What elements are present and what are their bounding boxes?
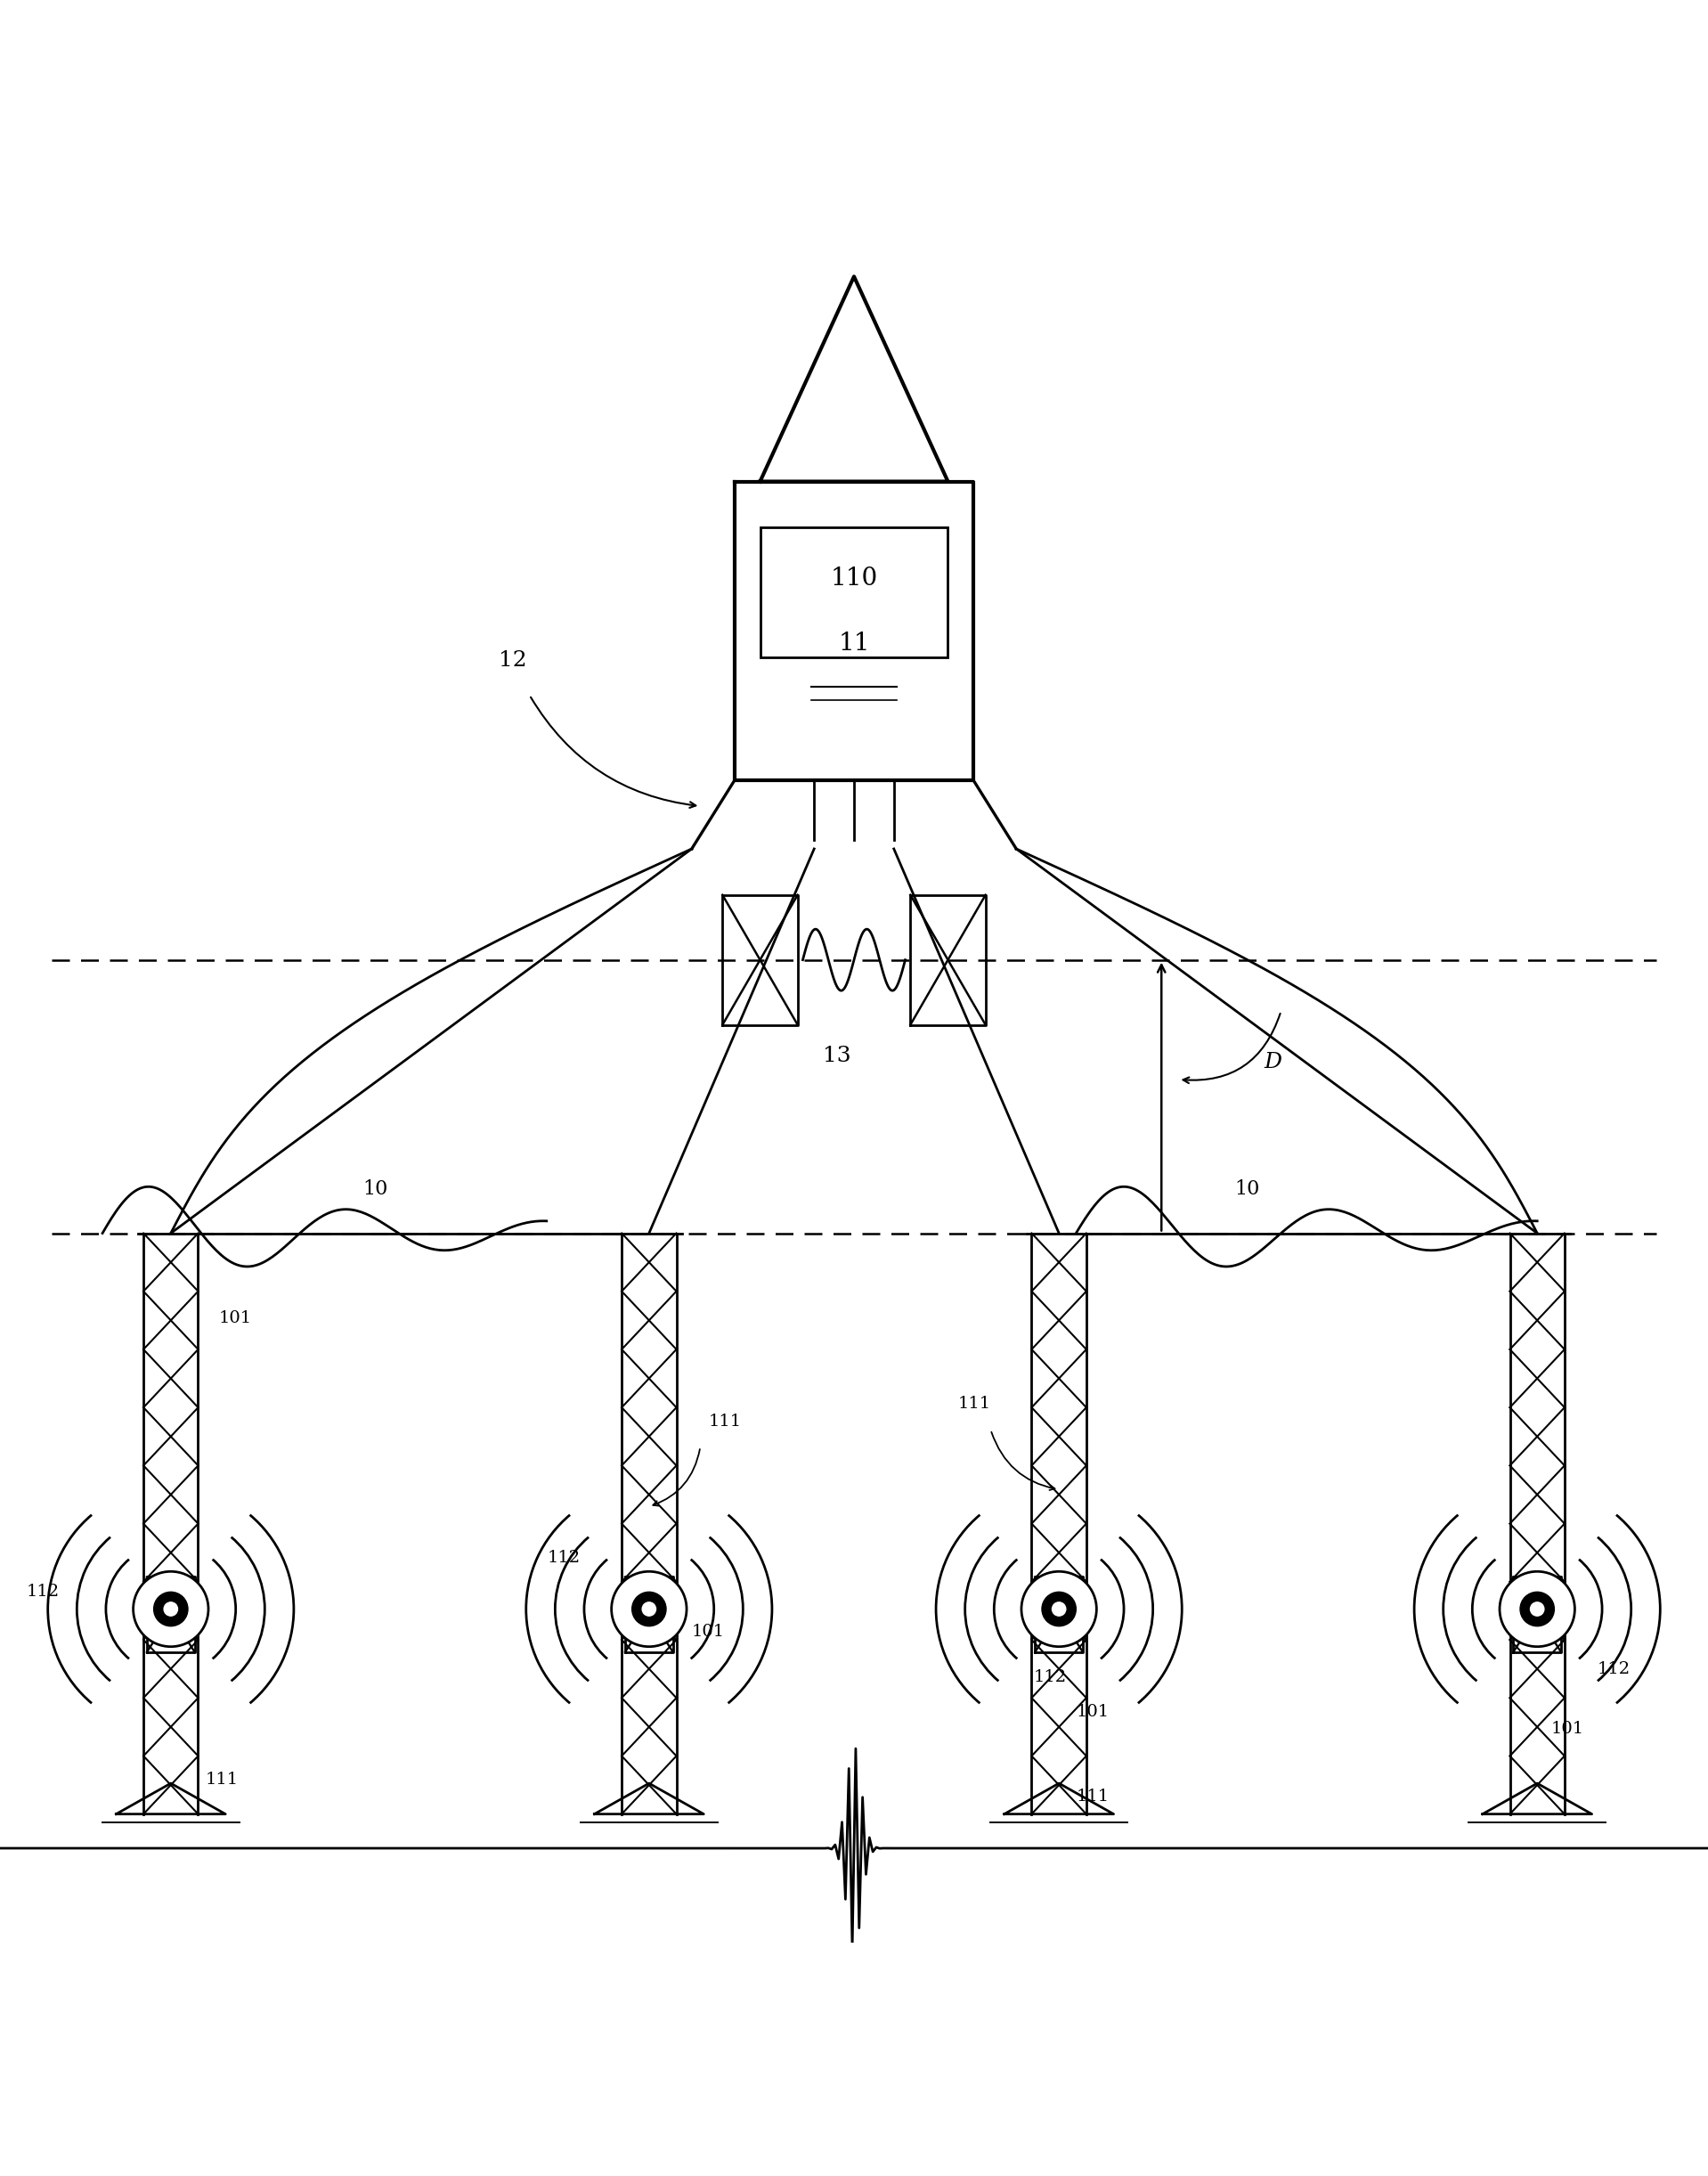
Circle shape (611, 1571, 687, 1647)
Text: 111: 111 (958, 1397, 991, 1412)
Text: 112: 112 (1597, 1660, 1629, 1678)
Text: D: D (1264, 1053, 1281, 1073)
Circle shape (1530, 1602, 1544, 1617)
FancyArrowPatch shape (531, 696, 695, 807)
Circle shape (164, 1602, 178, 1617)
FancyArrowPatch shape (652, 1449, 700, 1506)
Text: 13: 13 (823, 1044, 851, 1066)
Circle shape (1520, 1593, 1554, 1625)
Circle shape (1052, 1602, 1066, 1617)
Text: 110: 110 (830, 568, 878, 592)
Text: 10: 10 (1235, 1179, 1259, 1199)
Text: 112: 112 (27, 1584, 60, 1599)
Text: 101: 101 (1076, 1704, 1108, 1719)
Circle shape (1021, 1571, 1097, 1647)
Circle shape (642, 1602, 656, 1617)
Text: 112: 112 (548, 1549, 581, 1567)
Bar (760, 527, 948, 657)
Text: 111: 111 (205, 1771, 237, 1789)
FancyArrowPatch shape (1184, 1014, 1281, 1084)
Circle shape (133, 1571, 208, 1647)
Circle shape (154, 1593, 188, 1625)
Text: 112: 112 (1033, 1669, 1066, 1686)
FancyArrowPatch shape (991, 1432, 1056, 1491)
Text: 101: 101 (692, 1623, 724, 1641)
Text: 111: 111 (709, 1412, 741, 1430)
Text: 11: 11 (839, 631, 869, 655)
Text: 101: 101 (219, 1310, 251, 1327)
Circle shape (1500, 1571, 1575, 1647)
Text: 101: 101 (1551, 1721, 1583, 1736)
Text: 12: 12 (499, 651, 526, 670)
Circle shape (632, 1593, 666, 1625)
Text: 10: 10 (364, 1179, 388, 1199)
Text: 111: 111 (1076, 1789, 1108, 1806)
Circle shape (1042, 1593, 1076, 1625)
